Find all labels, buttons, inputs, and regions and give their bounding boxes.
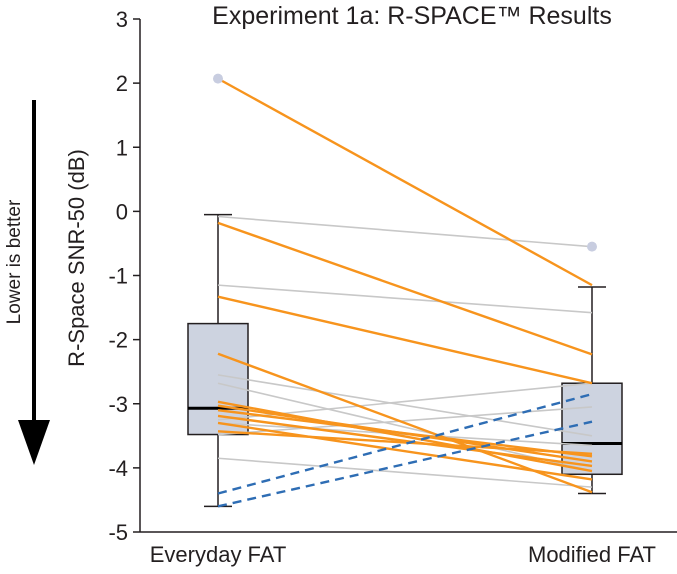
paired-line-worse <box>217 420 593 508</box>
y-tick-label: 2 <box>116 71 128 96</box>
paired-line-similar <box>217 215 593 248</box>
paired-line-improved <box>217 400 593 473</box>
y-tick-label: -1 <box>108 264 128 289</box>
paired-line-improved <box>217 295 593 385</box>
outliers <box>213 73 597 252</box>
paired-line-improved <box>217 414 593 468</box>
y-tick-label: -4 <box>108 456 128 481</box>
paired-line-similar <box>217 457 593 488</box>
x-category-label: Everyday FAT <box>150 542 287 567</box>
paired-line-similar <box>217 284 593 314</box>
chart-title: Experiment 1a: R-SPACE™ Results <box>212 2 612 30</box>
paired-line-improved <box>217 221 593 356</box>
paired-line-improved <box>217 77 593 287</box>
y-tick-label: -3 <box>108 392 128 417</box>
paired-line-improved <box>217 421 593 481</box>
outlier-point <box>587 241 597 252</box>
x-axis: Everyday FAT Modified FAT <box>150 542 656 567</box>
y-tick-label: -2 <box>108 328 128 353</box>
side-note: Lower is better <box>4 199 25 324</box>
y-tick-label: -5 <box>108 520 128 545</box>
side-arrow-head <box>18 420 50 465</box>
y-tick-label: 1 <box>116 135 128 160</box>
paired-line-similar <box>217 374 593 437</box>
y-axis-label: R-Space SNR-50 (dB) <box>64 149 89 367</box>
x-category-label: Modified FAT <box>528 542 656 567</box>
side-arrow <box>18 100 50 465</box>
paired-line-worse <box>217 392 593 495</box>
paired-line-improved <box>217 408 593 458</box>
y-tick-label: 3 <box>116 7 128 32</box>
y-axis: 3 2 1 0 -1 -2 -3 -4 -5 <box>108 7 140 545</box>
paired-lines <box>217 77 593 508</box>
outlier-point <box>213 73 223 84</box>
y-tick-label: 0 <box>116 199 128 224</box>
paired-line-improved <box>217 430 593 455</box>
